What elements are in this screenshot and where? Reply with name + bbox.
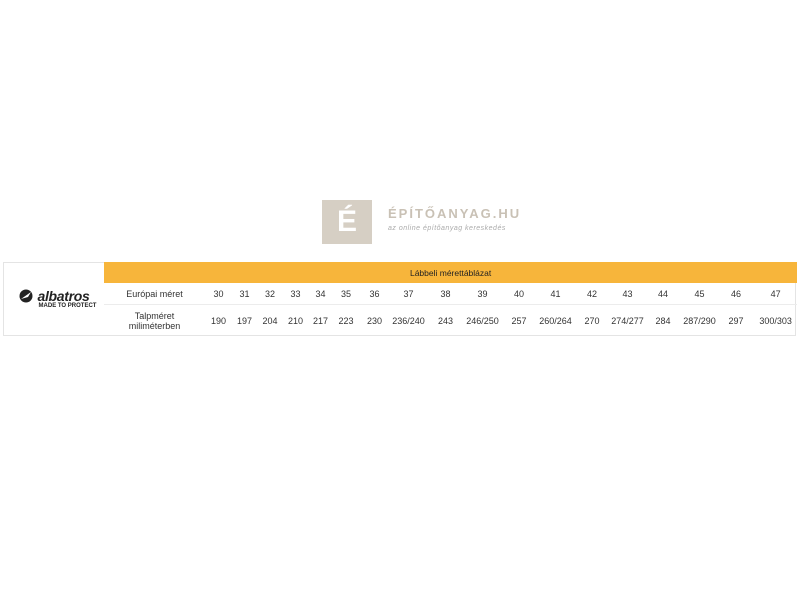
size-table: Lábbeli mérettáblázat Európai méret 30 31 3… (104, 262, 798, 337)
row-label: Európai méret (104, 283, 205, 305)
logo-brand: albatros (37, 287, 90, 304)
watermark-logo: É (322, 200, 372, 244)
table-cell: 43 (610, 283, 645, 305)
table-cell: 190 (210, 315, 227, 326)
table-cell: 42 (574, 283, 610, 305)
logo-tagline: MADE TO PROTECT (38, 302, 97, 309)
table-cell: 33 (283, 283, 308, 305)
table-cell: 217 (312, 315, 329, 326)
table-cell: 30 (205, 283, 232, 305)
table-cell: 260/264 (539, 315, 572, 326)
table-cell: 236/240 (392, 315, 425, 326)
table-cell: 39 (464, 283, 501, 305)
table-cell: 284 (655, 315, 671, 326)
table-cell: 297 (728, 315, 744, 326)
row-label: Talpméret miliméterben (128, 310, 181, 331)
table-cell: 223 (338, 315, 354, 326)
table-cell: 40 (501, 283, 537, 305)
table-row-sole-length: Talpméret miliméterben 190 197 204 210 217 223… (104, 305, 797, 337)
watermark-subtext: az online építőanyag kereskedés (388, 225, 506, 232)
table-cell: 210 (287, 315, 304, 326)
table-cell: 274/277 (611, 315, 644, 326)
table-cell: 287/290 (683, 315, 716, 326)
table-cell: 197 (236, 315, 253, 326)
table-cell: 230 (366, 315, 383, 326)
table-cell: 45 (681, 283, 718, 305)
table-cell: 37 (390, 283, 427, 305)
table-cell: 47 (754, 283, 798, 305)
table-cell: 243 (437, 315, 454, 326)
table-cell: 204 (262, 315, 278, 326)
albatros-bird-icon (19, 289, 33, 302)
table-cell: 31 (232, 283, 257, 305)
table-cell: 300/303 (759, 315, 792, 326)
table-cell: 32 (257, 283, 283, 305)
table-cell: 35 (333, 283, 359, 305)
albatros-logo: albatros MADE TO PROTECT (4, 263, 105, 337)
watermark-text: ÉPÍTŐANYAG.HU (388, 206, 522, 221)
table-cell: 41 (537, 283, 574, 305)
table-title: Lábbeli mérettáblázat (104, 262, 798, 283)
table-cell: 38 (427, 283, 464, 305)
table-cell: 257 (511, 315, 527, 326)
table-row-european-size: Európai méret 30 31 32 33 34 35 36 37 38 39 40 41 42 4… (104, 283, 798, 305)
table-cell: 46 (718, 283, 754, 305)
table-cell: 36 (359, 283, 390, 305)
table-cell: 246/250 (466, 315, 499, 326)
table-cell: 270 (584, 315, 600, 326)
size-chart: albatros MADE TO PROTECT Lábbeli mérettá… (3, 262, 798, 337)
table-cell: 44 (645, 283, 681, 305)
table-cell: 34 (308, 283, 333, 305)
